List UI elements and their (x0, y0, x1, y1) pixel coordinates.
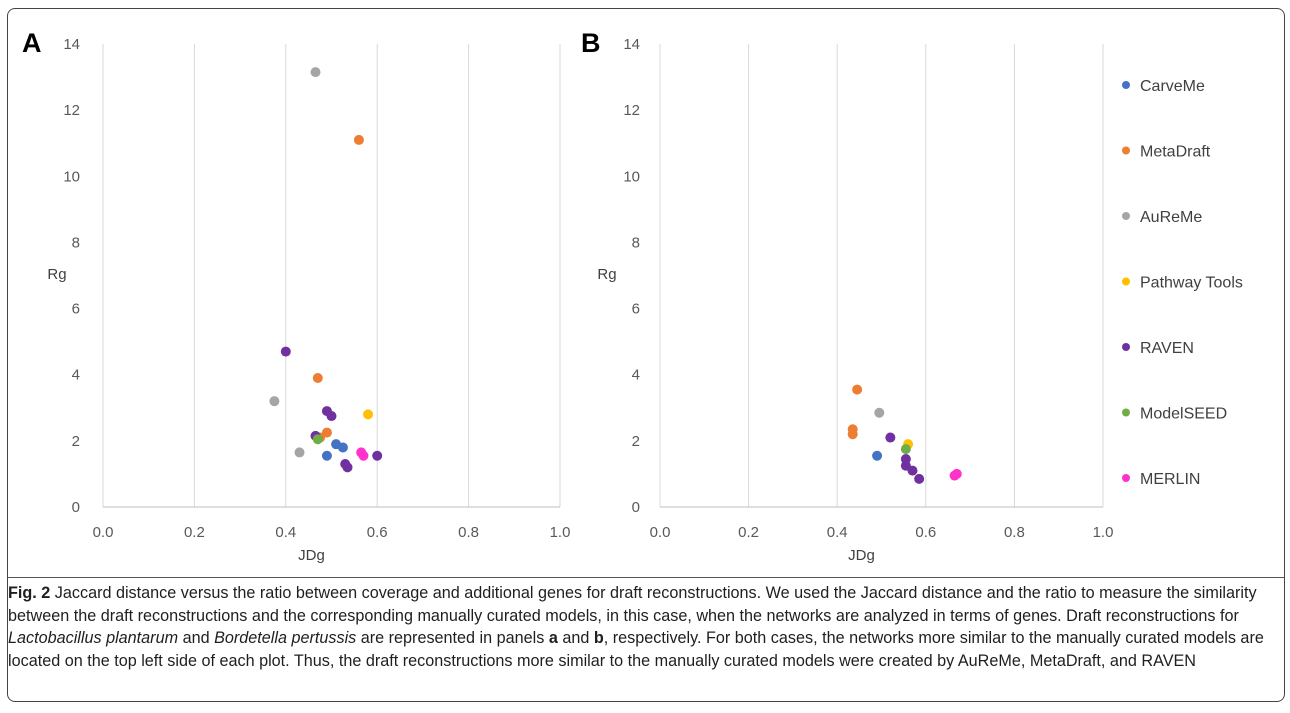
y-tick-label: 4 (632, 367, 640, 384)
data-point-modelseed (900, 444, 911, 455)
caption-text-4: and (557, 629, 594, 647)
caption-text-1: Jaccard distance versus the ratio betwee… (8, 584, 1257, 625)
panel-label-a: A (22, 28, 42, 58)
legend-marker (1122, 146, 1130, 155)
panel-label-b: B (581, 28, 601, 58)
y-tick-label: 12 (63, 102, 80, 119)
legend-label: MetaDraft (1140, 144, 1211, 161)
x-tick-label: 0.2 (738, 524, 759, 541)
x-tick-label: 0.4 (827, 524, 848, 541)
data-point-carveme (872, 450, 883, 461)
legend-marker (1122, 408, 1130, 417)
data-point-aureme (310, 67, 321, 78)
data-point-pathway-tools (363, 409, 374, 420)
figure-frame (7, 8, 1285, 702)
x-tick-label: 0.2 (184, 524, 205, 541)
legend-marker (1122, 81, 1130, 89)
x-axis-title: JDg (848, 547, 875, 564)
legend-marker (1122, 474, 1130, 482)
legend-label: Pathway Tools (1140, 275, 1243, 292)
legend-marker (1122, 277, 1130, 286)
data-point-raven (342, 462, 353, 473)
panel-b-plot: 0.0 0.2 0.4 0.6 0.8 1.0 0 2 4 6 8 10 12 14 JDg Rg (597, 36, 1113, 564)
y-tick-label: 0 (72, 499, 80, 516)
y-tick-label: 8 (72, 234, 80, 251)
y-tick-label: 6 (632, 301, 640, 318)
y-tick-label: 2 (72, 433, 80, 450)
y-tick-label: 12 (623, 102, 640, 119)
data-point-aureme (874, 407, 885, 418)
y-tick-label: 14 (623, 36, 640, 53)
y-tick-label: 6 (72, 301, 80, 318)
caption-species-1: Lactobacillus plantarum (8, 629, 179, 647)
data-point-metadraft (852, 384, 863, 395)
y-axis-title: Rg (597, 266, 616, 283)
x-tick-label: 1.0 (550, 524, 571, 541)
data-point-metadraft (312, 373, 323, 384)
legend-label: ModelSEED (1140, 406, 1227, 423)
caption-panel-a: a (548, 629, 558, 647)
data-point-raven (914, 473, 925, 484)
data-point-raven (372, 450, 383, 461)
caption-text-2: and (178, 629, 215, 647)
y-tick-label: 8 (632, 234, 640, 251)
legend: CarveMe MetaDraft AuReMe Pathway Tools RAVEN… (1122, 78, 1243, 488)
y-tick-label: 0 (632, 499, 640, 516)
y-tick-label: 14 (63, 36, 80, 53)
data-point-aureme (269, 396, 280, 407)
data-point-raven (907, 465, 918, 476)
y-tick-label: 4 (72, 367, 80, 384)
y-axis-title: Rg (47, 266, 66, 283)
data-point-carveme (337, 442, 348, 453)
data-point-merlin (951, 468, 962, 479)
legend-label: RAVEN (1140, 340, 1194, 357)
data-point-aureme (294, 447, 305, 458)
legend-marker (1122, 212, 1130, 220)
caption-species-2: Bordetella pertussis (214, 629, 357, 647)
x-tick-label: 0.6 (367, 524, 388, 541)
x-tick-label: 0.0 (650, 524, 671, 541)
x-tick-label: 0.0 (93, 524, 114, 541)
data-point-modelseed (312, 434, 323, 445)
caption-figure-label: Fig. 2 (8, 584, 51, 602)
legend-label: MERLIN (1140, 471, 1200, 488)
data-point-metadraft (847, 429, 858, 440)
data-point-raven (280, 346, 291, 357)
figure-caption: Fig. 2 Jaccard distance versus the ratio… (8, 582, 1270, 672)
data-point-raven (326, 411, 337, 422)
y-tick-label: 2 (632, 433, 640, 450)
x-tick-label: 0.6 (915, 524, 936, 541)
data-point-raven (885, 432, 896, 443)
figure-charts: A B 0.0 0.2 0.4 0.6 0.8 1.0 0 2 4 6 8 10 12 14 JDg Rg 0… (22, 28, 1243, 564)
caption-text-5: , respectively. For both cases, the netw… (8, 629, 1264, 670)
y-tick-label: 10 (623, 168, 640, 185)
legend-marker (1122, 343, 1130, 351)
panel-a-plot: 0.0 0.2 0.4 0.6 0.8 1.0 0 2 4 6 8 10 12 14 JDg Rg (47, 36, 570, 564)
data-point-metadraft (321, 427, 332, 438)
x-tick-label: 0.4 (275, 524, 296, 541)
data-point-merlin (358, 450, 369, 461)
x-axis-title: JDg (298, 547, 325, 564)
legend-label: AuReMe (1140, 209, 1202, 226)
data-point-carveme (321, 450, 332, 461)
caption-divider (8, 577, 1284, 578)
x-tick-label: 0.8 (458, 524, 479, 541)
x-tick-label: 0.8 (1004, 524, 1025, 541)
caption-panel-b: b (593, 629, 604, 647)
y-tick-label: 10 (63, 168, 80, 185)
data-point-metadraft (353, 134, 364, 145)
caption-text-3: are represented in panels (356, 629, 549, 647)
x-tick-label: 1.0 (1093, 524, 1114, 541)
legend-label: CarveMe (1140, 78, 1205, 95)
